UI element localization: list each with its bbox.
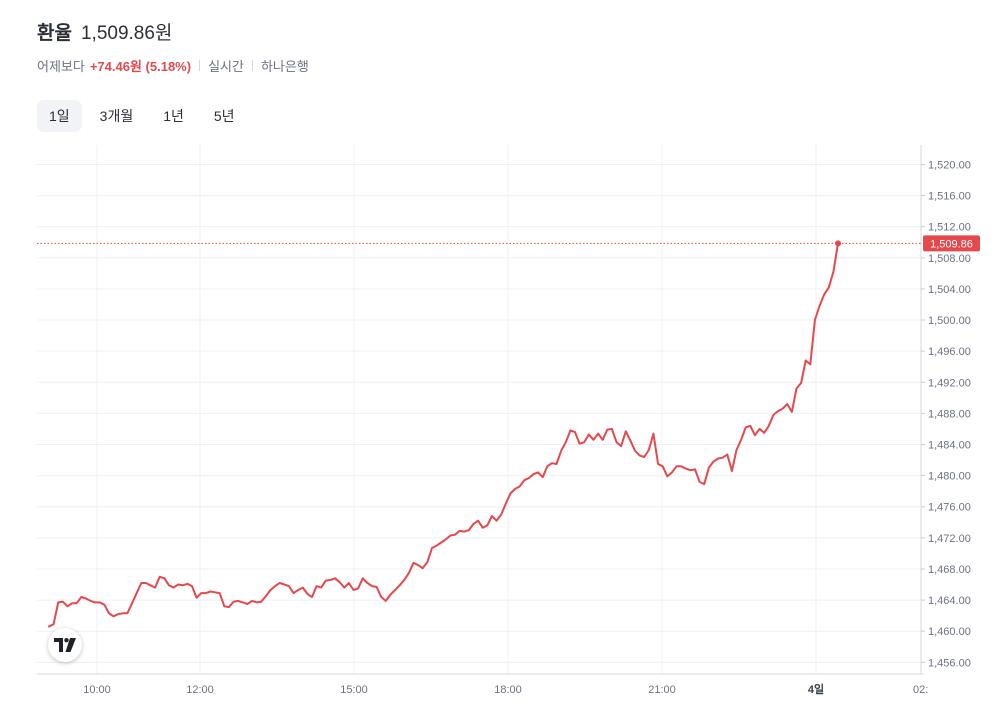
y-tick-label: 1,472.00 [928,533,971,545]
y-tick-label: 1,508.00 [928,253,971,265]
current-rate: 1,509.86원 [80,23,173,44]
tradingview-logo-icon[interactable] [48,628,82,662]
tab-5y[interactable]: 5년 [213,108,235,124]
period-tabs: 1일 3개월 1년 5년 [37,100,247,132]
x-tick-label: 18:00 [494,684,522,696]
tab-3m[interactable]: 3개월 [99,108,134,124]
y-tick-label: 1,500.00 [928,315,971,327]
source-label: 하나은행 [260,59,309,74]
y-tick-label: 1,456.00 [928,657,971,669]
y-tick-label: 1,496.00 [928,346,971,358]
page-title: 환율 [37,23,72,44]
tab-1y[interactable]: 1년 [163,108,184,124]
divider [251,60,253,71]
tab-1d[interactable]: 1일 [37,100,82,132]
y-tick-label: 1,480.00 [928,471,971,483]
y-tick-label: 1,484.00 [928,440,971,452]
series-layer [48,242,839,628]
y-tick-label: 1,488.00 [928,408,971,420]
divider [199,60,201,71]
y-tick-label: 1,520.00 [928,159,971,171]
y-tick-label: 1,492.00 [928,377,971,389]
y-tick-label: 1,476.00 [928,502,971,514]
last-price-dot [835,240,841,247]
title-row: 환율 1,509.86원 [37,18,309,45]
x-tick-label: 10:00 [83,684,111,696]
compare-label: 어제보다 [37,59,85,74]
y-tick-label: 1,512.00 [928,222,971,234]
y-tick-label: 1,464.00 [928,595,971,607]
axis-layer: 1,520.00 1,516.00 1,512.00 1,508.00 1,504.00… [37,145,971,696]
x-tick-label: 12:00 [186,684,214,696]
price-tag-layer: 1,509.86 [37,235,980,252]
y-tick-label: 1,504.00 [928,284,971,296]
mode-label: 실시간 [208,59,244,74]
y-tick-label: 1,468.00 [928,564,971,576]
x-tick-label: 02: [913,684,928,696]
y-tick-label: 1,516.00 [928,191,971,203]
x-tick-label: 21:00 [648,684,676,696]
series-line [48,242,839,628]
grid-layer [37,145,921,674]
x-tick-label: 4일 [808,682,824,696]
y-tick-label: 1,460.00 [928,626,971,638]
tradingview-glyph [54,638,76,652]
last-price-tag-label: 1,509.86 [930,238,973,250]
last-price-tag [923,235,980,252]
x-tick-label: 15:00 [340,684,368,696]
chart-header: 환율 1,509.86원 어제보다 +74.46원 (5.18%) 실시간 하나… [37,18,309,75]
change-value: +74.46원 (5.18%) [89,59,192,74]
sub-info-row: 어제보다 +74.46원 (5.18%) 실시간 하나은행 [37,56,309,75]
